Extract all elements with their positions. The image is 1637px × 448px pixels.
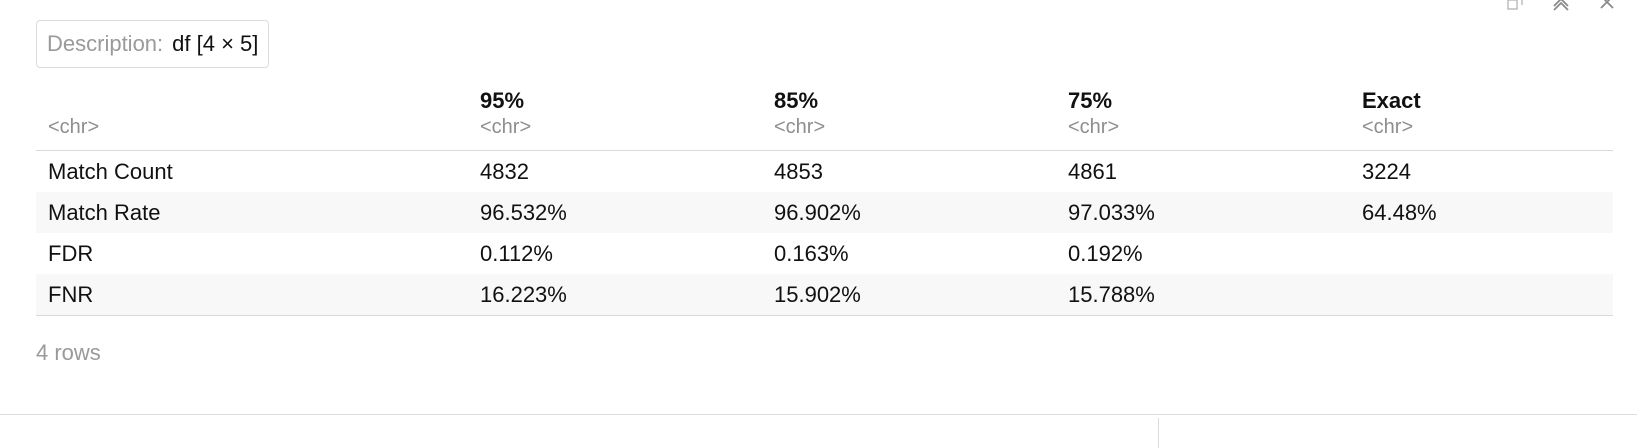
row-count: 4 rows <box>36 340 101 365</box>
table-cell: 0.112% <box>480 240 553 266</box>
table-cell: 4853 <box>774 158 823 184</box>
table-cell: 96.902% <box>762 192 1056 233</box>
column-name: Exact <box>1362 88 1421 113</box>
row-label-cell: Match Count <box>48 158 173 184</box>
table-row: Match Rate 96.532% 96.902% 97.033% 64.48… <box>36 192 1613 233</box>
column-header[interactable]: 95% <chr> <box>468 88 762 151</box>
table-row: FNR 16.223% 15.902% 15.788% <box>36 274 1613 316</box>
table-cell <box>1350 274 1613 316</box>
column-type: <chr> <box>1068 116 1120 138</box>
table-cell: 16.223% <box>468 274 762 316</box>
window-controls <box>1505 0 1617 12</box>
popout-icon[interactable] <box>1505 0 1525 12</box>
pane-splitter[interactable] <box>1158 418 1159 448</box>
column-header[interactable]: <chr> <box>36 88 468 151</box>
table-cell: 0.163% <box>774 240 849 266</box>
table-cell <box>1350 233 1613 274</box>
column-type: <chr> <box>480 116 532 138</box>
table-cell: 97.033% <box>1056 192 1350 233</box>
column-header[interactable]: 75% <chr> <box>1056 88 1350 151</box>
bottom-divider <box>0 414 1637 415</box>
column-name: 75% <box>1068 88 1113 113</box>
row-label-cell: FNR <box>36 274 468 316</box>
table-row: Match Count 4832 4853 4861 3224 <box>36 151 1613 193</box>
table-cell: 0.192% <box>1068 240 1143 266</box>
column-header[interactable]: Exact <chr> <box>1350 88 1613 151</box>
column-type: <chr> <box>48 116 100 138</box>
description-label: Description: <box>47 31 164 56</box>
table-cell: 15.902% <box>762 274 1056 316</box>
data-table-container: <chr> 95% <chr> 85% <chr> 75% <chr> <box>36 88 1613 316</box>
close-icon[interactable] <box>1597 0 1617 12</box>
table-cell: 4861 <box>1068 158 1117 184</box>
column-name: 85% <box>774 88 819 113</box>
column-type: <chr> <box>1362 116 1414 138</box>
column-header[interactable]: 85% <chr> <box>762 88 1056 151</box>
table-cell: 3224 <box>1362 158 1411 184</box>
description-value: df [4 × 5] <box>172 31 259 56</box>
data-table: <chr> 95% <chr> 85% <chr> 75% <chr> <box>36 88 1613 316</box>
description-box: Description: df [4 × 5] <box>36 20 270 68</box>
table-cell: 64.48% <box>1350 192 1613 233</box>
table-cell: 15.788% <box>1056 274 1350 316</box>
table-header-row: <chr> 95% <chr> 85% <chr> 75% <chr> <box>36 88 1613 151</box>
row-label-cell: FDR <box>48 240 94 266</box>
column-type: <chr> <box>774 116 826 138</box>
row-label-cell: Match Rate <box>36 192 468 233</box>
table-row: FDR 0.112% 0.163% 0.192% <box>36 233 1613 274</box>
table-cell: 4832 <box>480 158 529 184</box>
table-cell: 96.532% <box>468 192 762 233</box>
column-name: 95% <box>480 88 525 113</box>
collapse-icon[interactable] <box>1551 0 1571 12</box>
